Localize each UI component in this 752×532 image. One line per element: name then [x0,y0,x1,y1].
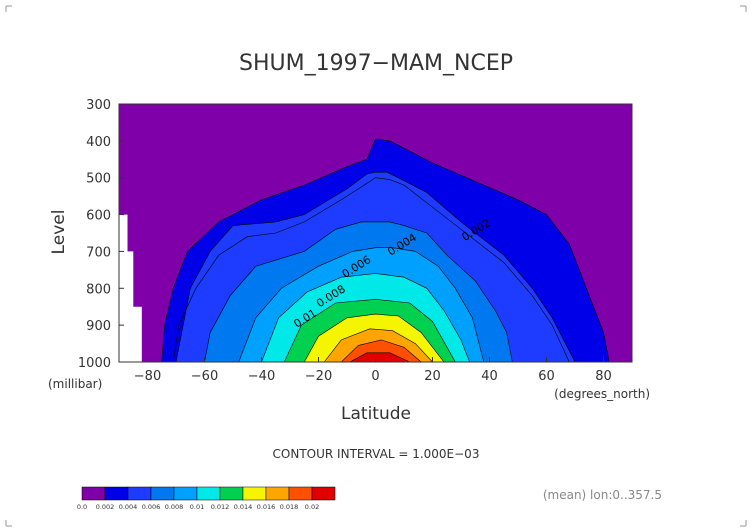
axes: 300 400 500 600 700 800 900 1000 −80 −60 −40 −20 0 20… [78,98,633,384]
x-tick-label: −60 [191,369,218,384]
legend-swatch [311,486,336,501]
x-tick-label: −80 [134,369,161,384]
x-tick-label: −40 [248,369,275,384]
x-axis-units: (degrees_north) [554,387,650,401]
legend-label: 0.012 [211,503,230,511]
footer-text: (mean) lon:0..357.5 [543,488,662,502]
x-tick-label: 80 [595,369,612,384]
contour-line-0 [172,177,570,363]
y-tick-label: 600 [86,209,111,224]
x-axis-label: Latitude [341,404,411,424]
legend-swatch [265,486,290,501]
legend-label: 0.004 [119,503,138,511]
x-tick-label: 60 [538,369,555,384]
legend-swatch [219,486,244,501]
legend-swatch [288,486,313,501]
legend-label: 0.014 [234,503,253,511]
legend-swatch [242,486,267,501]
legend-label: 0.02 [305,503,319,511]
legend-label: 0.016 [257,503,276,511]
legend-swatch [196,486,221,501]
x-tick-label: 20 [424,369,441,384]
y-axis-units: (millibar) [48,377,102,391]
legend-swatch [127,486,152,501]
legend-label: 0.0 [77,503,87,511]
legend-label: 0.018 [280,503,299,511]
legend-swatch [173,486,198,501]
legend-swatch [150,486,175,501]
y-tick-label: 1000 [78,356,111,371]
legend-swatch [104,486,129,501]
legend-label: 0.008 [165,503,184,511]
corner-marks [5,5,747,527]
legend-label: 0.006 [142,503,161,511]
y-tick-label: 300 [86,98,111,113]
color-legend: 0.0 0.002 0.004 0.006 0.008 0.01 0.012 0.014 0.0… [77,486,336,511]
x-tick-label: 40 [481,369,498,384]
y-tick-label: 900 [86,319,111,334]
y-tick-label: 700 [86,245,111,260]
contour-interval-text: CONTOUR INTERVAL = 1.000E−03 [273,447,480,461]
x-tick-label: 0 [371,369,379,384]
y-tick-label: 500 [86,172,111,187]
legend-label: 0.002 [96,503,115,511]
missing-data-region [119,214,142,362]
y-tick-label: 400 [86,135,111,150]
legend-label: 0.01 [190,503,204,511]
x-tick-label: −20 [305,369,332,384]
chart-title: SHUM_1997−MAM_NCEP [239,51,513,76]
y-axis-label: Level [49,210,69,255]
y-tick-label: 800 [86,282,111,297]
legend-swatch [81,486,106,501]
